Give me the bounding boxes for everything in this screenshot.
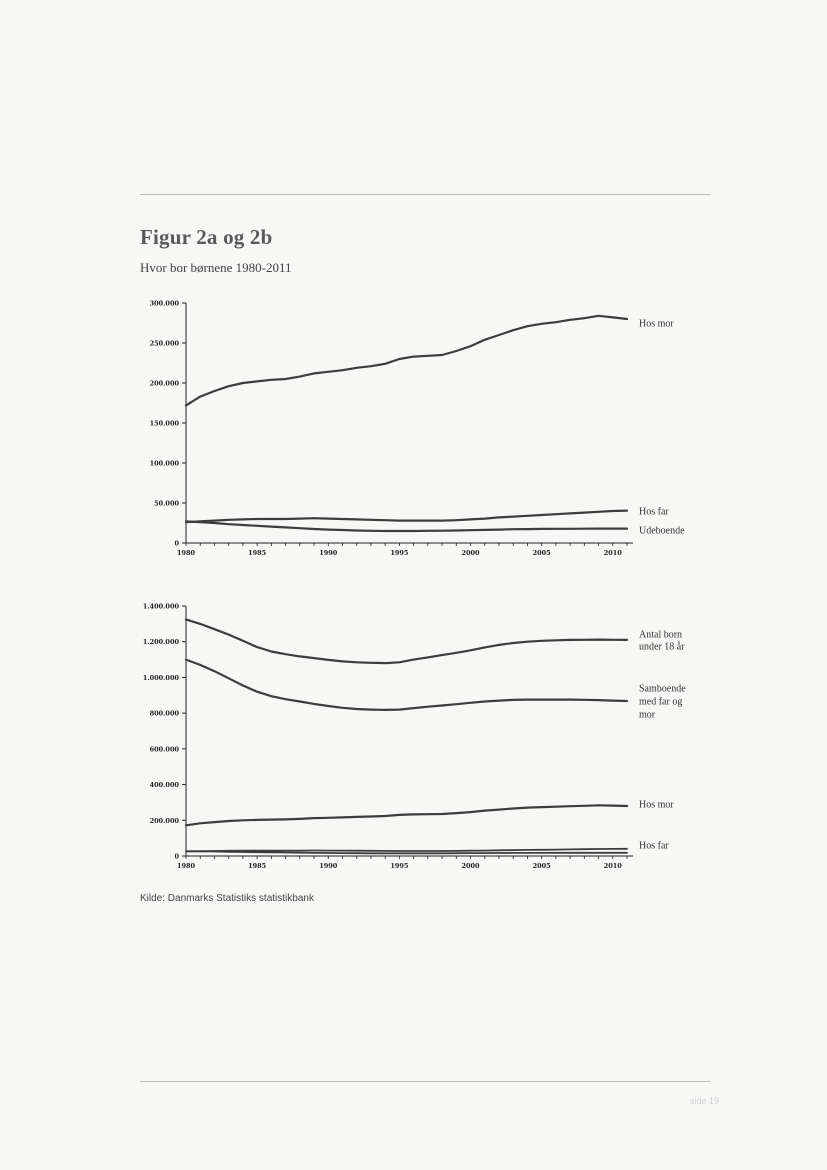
series-label: Samboende	[639, 684, 686, 695]
x-tick-label: 2005	[533, 862, 552, 870]
series-label: Udeboende	[639, 526, 685, 537]
y-tick-label: 1.400.000	[143, 603, 180, 611]
series-line-hos-mor	[184, 314, 629, 407]
series-label: Hos far	[639, 507, 669, 518]
chart-a: 0 50.000 100.000 150.000 200.000 250.000 300.0…	[150, 300, 686, 558]
series-label: mor	[639, 710, 656, 721]
x-tick-label: 1990	[319, 862, 338, 870]
x-tick-label: 1980	[177, 862, 196, 870]
y-tick-label: 400.000	[150, 781, 180, 789]
series-line-hos-far	[184, 509, 629, 524]
series-line-antal-b-rn-under-18-r	[184, 618, 629, 665]
page-number: side 19	[689, 1096, 719, 1106]
series-line-udeboende	[185, 850, 628, 855]
x-tick-label: 2005	[533, 549, 552, 557]
y-tick-label: 1.200.000	[143, 638, 180, 646]
y-tick-label: 50.000	[154, 500, 179, 508]
x-tick-label: 2000	[461, 862, 480, 870]
y-tick-label: 250.000	[150, 340, 180, 348]
x-tick-label: 2010	[604, 549, 623, 557]
x-tick-label: 1985	[248, 549, 267, 557]
series-line-udeboende	[184, 520, 629, 533]
chart-b: 0 200.000 400.000 600.000 800.000 1.000.000 1.…	[143, 603, 686, 871]
bottom-rule	[140, 1081, 710, 1082]
series-label: med far og	[639, 697, 682, 708]
y-tick-label: 0	[174, 853, 179, 861]
y-tick-label: 1.000.000	[143, 674, 180, 682]
source-note: Kilde: Danmarks Statistiks statistikbank	[140, 893, 314, 904]
series-label: under 18 år	[639, 642, 685, 653]
series-label: Antal born	[639, 630, 682, 641]
x-tick-label: 1990	[319, 549, 338, 557]
x-tick-label: 2000	[461, 549, 480, 557]
x-tick-label: 1995	[390, 549, 409, 557]
y-tick-label: 800.000	[150, 710, 180, 718]
y-tick-label: 600.000	[150, 745, 180, 753]
x-tick-label: 2010	[604, 862, 623, 870]
figure-title: Figur 2a og 2b	[140, 225, 273, 249]
top-rule	[140, 194, 710, 195]
series-label: Hos mor	[639, 319, 674, 330]
x-tick-label: 1995	[390, 862, 409, 870]
y-tick-label: 300.000	[150, 300, 180, 308]
y-tick-label: 200.000	[150, 380, 180, 388]
y-tick-label: 150.000	[150, 420, 180, 428]
y-tick-label: 0	[174, 540, 179, 548]
series-line-hos-mor	[184, 804, 629, 827]
x-tick-label: 1980	[177, 549, 196, 557]
y-tick-label: 100.000	[150, 460, 180, 468]
series-label: Hos mor	[639, 800, 674, 811]
y-tick-label: 200.000	[150, 817, 180, 825]
series-line-hos-far	[185, 847, 628, 853]
figure-subtitle: Hvor bor børnene 1980-2011	[140, 260, 292, 275]
series-line-samboende-med-far-og-mor	[184, 658, 629, 712]
series-label: Hos far	[639, 841, 669, 852]
x-tick-label: 1985	[248, 862, 267, 870]
